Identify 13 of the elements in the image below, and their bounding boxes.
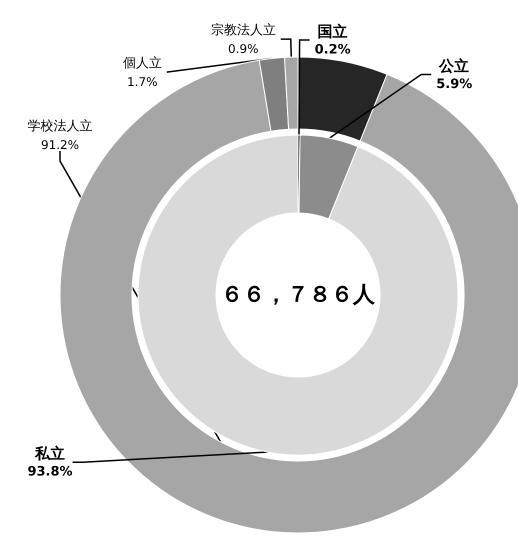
slice-label: 宗教法人立	[210, 22, 276, 38]
slice-label: 私立	[34, 444, 65, 462]
data-label: 93.8%	[27, 464, 73, 480]
data-label: 0.9%	[228, 42, 259, 56]
data-label: 91.2%	[40, 138, 80, 152]
slice-label: 学校法人立	[28, 118, 92, 134]
slice-label: 公立	[438, 57, 470, 76]
slice-label: 個人立	[122, 55, 162, 72]
data-label: 0.2%	[314, 42, 351, 58]
slice-label: 国立	[318, 22, 348, 41]
data-label: 5.9%	[436, 77, 472, 92]
text: ６６，７８６人	[221, 282, 376, 308]
data-label: 1.7%	[127, 75, 158, 90]
